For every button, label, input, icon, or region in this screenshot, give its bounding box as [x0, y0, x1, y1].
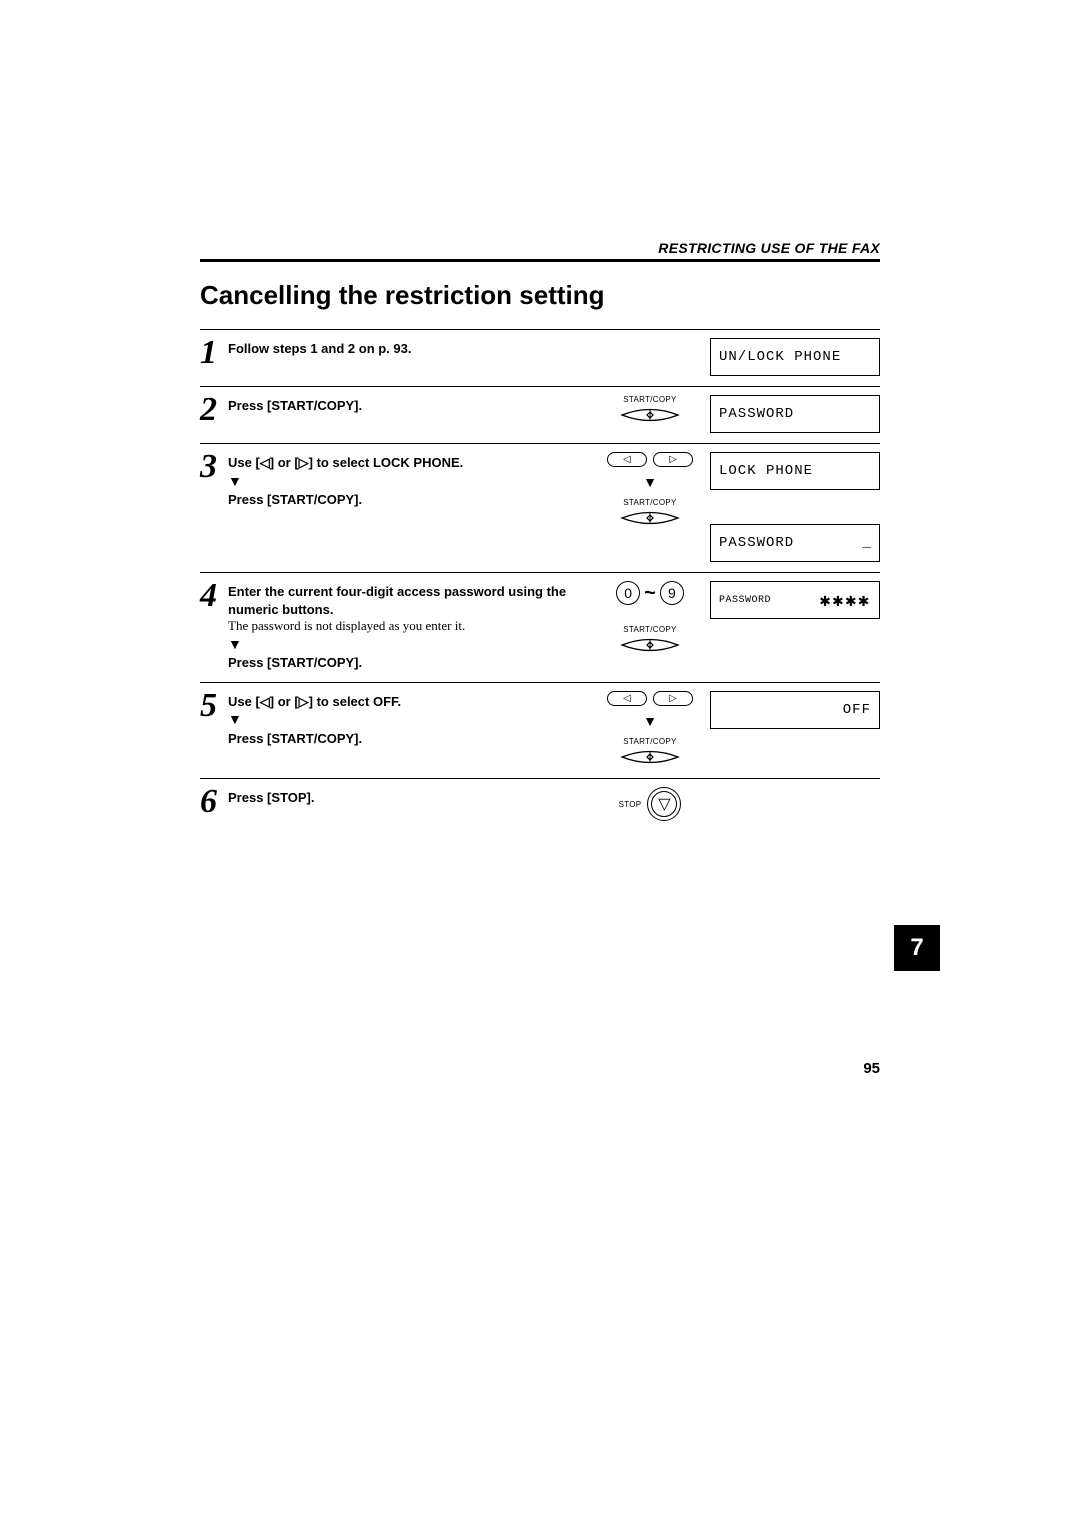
step-instruction: Use [◁] or [▷] to select OFF.	[228, 693, 590, 711]
lcd-display: PASSWORD ✱✱✱✱	[710, 581, 880, 619]
lcd-display: PASSWORD _	[710, 524, 880, 562]
step-2: 2 Press [START/COPY]. START/COPY PASSWOR…	[200, 386, 880, 433]
start-copy-button-icon: START/COPY	[620, 737, 680, 768]
button-label: START/COPY	[623, 498, 676, 507]
right-arrow-icon: ▷	[653, 691, 693, 706]
step-number: 5	[200, 689, 228, 723]
down-arrow-icon: ▼	[228, 712, 590, 727]
step-number: 4	[200, 579, 228, 613]
tilde-icon: ~	[644, 582, 656, 605]
step-instruction: Press [STOP].	[228, 789, 590, 807]
step-instruction: Press [START/COPY].	[228, 730, 590, 748]
button-label: STOP	[619, 800, 642, 809]
lcd-display: LOCK PHONE	[710, 452, 880, 490]
nav-arrows-icon: ◁ ▷	[607, 452, 693, 467]
step-number: 3	[200, 450, 228, 484]
page-content: RESTRICTING USE OF THE FAX Cancelling th…	[200, 240, 880, 821]
step-instruction: Press [START/COPY].	[228, 654, 590, 672]
section-title: Cancelling the restriction setting	[200, 280, 880, 311]
step-instruction: Use [◁] or [▷] to select LOCK PHONE.	[228, 454, 590, 472]
lcd-display: PASSWORD	[710, 395, 880, 433]
step-1: 1 Follow steps 1 and 2 on p. 93. UN/LOCK…	[200, 329, 880, 376]
diamond-lens-icon	[620, 634, 680, 656]
button-label: START/COPY	[623, 395, 676, 404]
lcd-cursor: _	[863, 535, 871, 551]
running-head: RESTRICTING USE OF THE FAX	[200, 240, 880, 262]
step-number: 1	[200, 336, 228, 370]
start-copy-button-icon: START/COPY	[620, 395, 680, 426]
down-arrow-icon: ▼	[228, 474, 590, 489]
lcd-text: PASSWORD	[719, 535, 794, 551]
left-arrow-icon: ◁	[607, 691, 647, 706]
step-instruction: Press [START/COPY].	[228, 397, 590, 415]
step-sub-instruction: The password is not displayed as you ent…	[228, 618, 590, 635]
diamond-lens-icon	[620, 746, 680, 768]
diamond-lens-icon	[620, 404, 680, 426]
lcd-display: UN/LOCK PHONE	[710, 338, 880, 376]
step-instruction: Enter the current four-digit access pass…	[228, 583, 590, 618]
lcd-display: OFF	[710, 691, 880, 729]
step-instruction: Press [START/COPY].	[228, 491, 590, 509]
start-copy-button-icon: START/COPY	[620, 625, 680, 656]
down-arrow-icon: ▼	[228, 637, 590, 652]
numeric-range-icon: 0 ~ 9	[616, 581, 684, 605]
digit-icon: 0	[616, 581, 640, 605]
button-label: START/COPY	[623, 625, 676, 634]
step-number: 2	[200, 393, 228, 427]
left-arrow-icon: ◁	[607, 452, 647, 467]
lcd-stars: ✱✱✱✱	[820, 590, 871, 611]
page-number: 95	[863, 1060, 880, 1077]
lcd-text: PASSWORD	[719, 595, 771, 606]
stop-button-icon: STOP ▽	[619, 787, 682, 821]
step-5: 5 Use [◁] or [▷] to select OFF. ▼ Press …	[200, 682, 880, 768]
step-4: 4 Enter the current four-digit access pa…	[200, 572, 880, 672]
step-3: 3 Use [◁] or [▷] to select LOCK PHONE. ▼…	[200, 443, 880, 562]
step-instruction: Follow steps 1 and 2 on p. 93.	[228, 340, 590, 358]
down-arrow-icon: ▼	[643, 475, 657, 490]
chapter-tab: 7	[894, 925, 940, 971]
down-arrow-icon: ▼	[643, 714, 657, 729]
start-copy-button-icon: START/COPY	[620, 498, 680, 529]
step-number: 6	[200, 785, 228, 819]
step-6: 6 Press [STOP]. STOP ▽	[200, 778, 880, 821]
button-label: START/COPY	[623, 737, 676, 746]
nav-arrows-icon: ◁ ▷	[607, 691, 693, 706]
diamond-lens-icon	[620, 507, 680, 529]
digit-icon: 9	[660, 581, 684, 605]
right-arrow-icon: ▷	[653, 452, 693, 467]
